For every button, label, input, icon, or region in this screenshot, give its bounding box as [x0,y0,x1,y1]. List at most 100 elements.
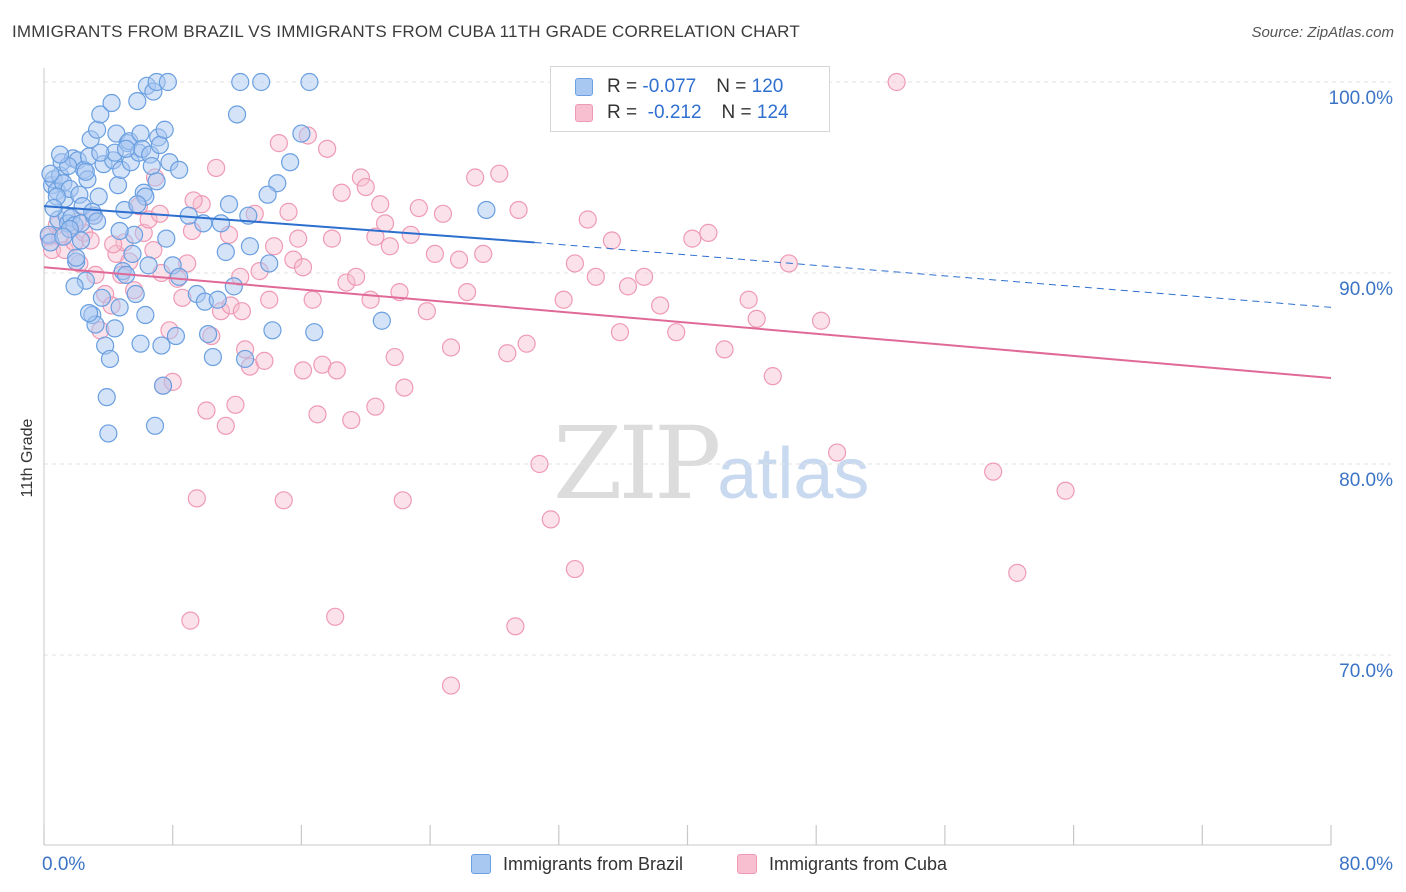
data-point-cuba [322,229,342,248]
data-point-cuba [293,258,313,277]
data-point-cuba [433,204,453,223]
data-point-cuba [216,416,235,435]
data-point-cuba [1008,563,1027,582]
data-point-cuba [197,401,216,420]
x-tick-label: 0.0% [42,854,85,875]
tick-labels: 100.0% 90.0% 80.0% 70.0% 0.0% 80.0% [42,88,1393,875]
data-point-brazil [372,311,391,330]
data-point-brazil [150,135,169,155]
data-point-cuba [699,223,718,242]
data-point-brazil [281,153,300,172]
chart-title: IMMIGRANTS FROM BRAZIL VS IMMIGRANTS FRO… [12,22,800,41]
data-point-cuba [409,198,428,218]
data-point-brazil [79,304,99,323]
data-point-cuba [554,290,573,309]
x-tick-label: 80.0% [1339,854,1393,875]
data-point-cuba [289,229,308,248]
data-point-brazil [128,91,147,111]
data-point-cuba [425,244,445,263]
data-point-cuba [279,202,298,221]
data-point-brazil [102,93,121,113]
data-point-brazil [126,284,145,304]
data-point-cuba [226,395,245,414]
data-point-cuba [541,510,560,529]
data-point-brazil [211,214,231,233]
bottom-legend-swatch-brazil [471,854,491,874]
y-tick-label: 70.0% [1339,661,1393,682]
data-point-cuba [181,611,200,630]
data-point-cuba [380,237,399,256]
data-point-cuba [474,244,493,263]
data-point-cuba [139,210,158,229]
data-point-cuba [417,302,436,321]
data-point-brazil [263,321,282,340]
data-point-cuba [303,290,322,309]
data-point-brazil [227,105,247,124]
data-point-cuba [618,277,638,296]
legend-r-label: R = [607,76,643,97]
data-point-brazil [235,349,255,369]
data-point-cuba [187,489,206,508]
y-tick-label: 100.0% [1329,88,1394,109]
data-point-cuba [565,254,584,273]
legend: R = -0.077 N = 120 R = -0.212 N = 124 [550,66,830,132]
bottom-legend-label-brazil: Immigrants from Brazil [503,853,684,874]
legend-row-cuba: R = -0.212 N = 124 [575,100,789,126]
data-point-brazil [105,319,124,338]
legend-n-value: 120 [751,76,784,97]
data-point-brazil [208,290,227,309]
data-point-cuba [490,164,509,183]
data-point-cuba [578,210,597,229]
series-cuba [39,72,1075,695]
data-point-cuba [498,344,517,363]
data-point-cuba [390,283,409,302]
data-point-cuba [449,250,469,269]
data-point-brazil [292,124,311,143]
data-point-cuba [715,340,734,359]
data-point-brazil [231,72,250,92]
bottom-legend-cuba: Immigrants from Cuba [737,851,947,877]
legend-r-label: R = [607,102,643,123]
data-point-cuba [293,361,313,380]
data-point-cuba [371,195,390,214]
data-point-cuba [361,290,380,309]
data-point-brazil [216,242,235,262]
data-point-cuba [811,311,831,330]
legend-row-brazil: R = -0.077 N = 120 [575,74,783,100]
data-point-cuba [337,273,356,292]
data-point-brazil [131,334,150,353]
data-point-brazil [116,139,136,158]
legend-n-value: 124 [756,102,789,123]
source-label: Source: ZipAtlas.com [1251,24,1394,41]
trend-lines [43,205,1332,380]
data-point-cuba [747,309,766,328]
data-point-cuba [342,410,361,430]
data-point-cuba [458,283,477,302]
data-point-brazil [252,72,271,92]
data-point-brazil [54,227,73,246]
data-point-cuba [651,296,670,315]
data-point-brazil [50,145,70,164]
data-point-brazil [65,277,84,296]
data-point-cuba [366,397,385,416]
data-point-cuba [385,347,404,367]
data-point-cuba [255,351,274,370]
data-point-brazil [145,416,165,435]
trend-line-cuba [43,266,1332,380]
data-point-cuba [395,378,414,397]
y-tick-label: 80.0% [1339,470,1393,491]
data-point-cuba [530,454,549,474]
data-point-cuba [506,617,525,636]
data-point-brazil [136,305,155,325]
data-point-cuba [366,227,385,246]
data-point-brazil [224,277,243,296]
data-point-brazil [91,143,110,162]
data-point-cuba [441,338,461,357]
data-point-brazil [76,162,95,181]
data-point-brazil [97,388,116,407]
data-point-brazil [123,244,142,263]
data-point-cuba [667,323,686,342]
data-point-brazil [92,288,112,307]
data-point-brazil [67,248,86,267]
legend-n-label: N = [716,76,752,97]
